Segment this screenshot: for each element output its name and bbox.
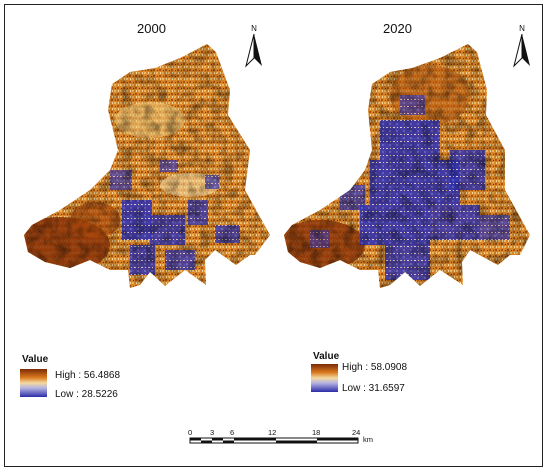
legend-ramp-left [20,369,47,397]
north-arrow-icon [513,33,530,68]
map-title-left: 2000 [137,21,166,36]
north-arrow-icon [245,33,262,68]
legend-title-left: Value [22,354,49,365]
scale-tick-0: 0 [188,428,193,437]
scale-tick-6: 6 [230,428,235,437]
map-raster-2020 [284,44,530,288]
scale-unit: km [363,435,373,444]
map-raster-2000 [24,44,270,288]
legend-title-right: Value [313,351,340,362]
legend-high-right: High : 58.0908 [342,362,408,373]
figure-frame [4,4,543,467]
scale-tick-18: 18 [312,428,321,437]
scale-tick-3: 3 [210,428,215,437]
legend-high-left: High : 56.4868 [55,370,121,381]
legend-ramp-right [311,364,338,392]
north-letter: N [251,24,257,33]
north-arrow-right: N [512,24,532,73]
legend-low-right: Low : 31.6597 [342,383,405,394]
legend-low-left: Low : 28.5226 [55,389,118,400]
scale-bar-graphic [189,437,359,444]
map-title-right: 2020 [383,21,412,36]
north-arrow-left: N [244,24,264,73]
scale-tick-24: 24 [352,428,361,437]
scale-tick-12: 12 [268,428,277,437]
north-letter: N [519,24,525,33]
